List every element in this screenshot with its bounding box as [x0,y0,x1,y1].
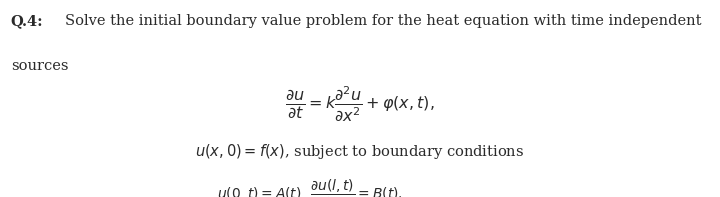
Text: Q.4:: Q.4: [11,14,43,28]
Text: $u(x,0) = f(x)$, subject to boundary conditions: $u(x,0) = f(x)$, subject to boundary con… [195,142,525,161]
Text: $\dfrac{\partial u}{\partial t} = k\dfrac{\partial^2 u}{\partial x^2} + \varphi(: $\dfrac{\partial u}{\partial t} = k\dfra… [285,85,435,123]
Text: sources: sources [11,59,68,73]
Text: Solve the initial boundary value problem for the heat equation with time indepen: Solve the initial boundary value problem… [65,14,701,28]
Text: $u(0,t) = A(t),\,\dfrac{\partial u(l,t)}{\partial x} = B(t).$: $u(0,t) = A(t),\,\dfrac{\partial u(l,t)}… [217,177,402,197]
